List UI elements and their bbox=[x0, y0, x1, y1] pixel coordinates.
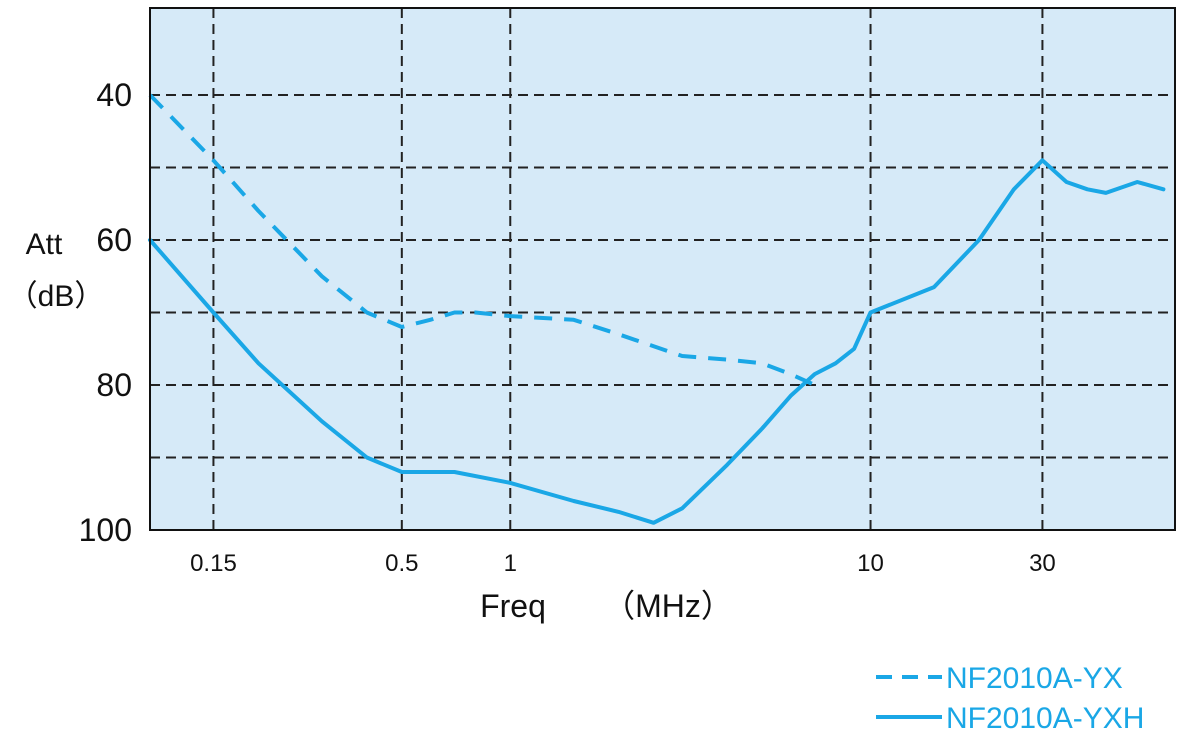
x-axis-label: Freq bbox=[480, 588, 546, 624]
tick-labels: 40 60 80 100 0.15 0.5 1 10 30 bbox=[79, 77, 1056, 577]
legend-label: NF2010A-YX bbox=[946, 662, 1123, 695]
data-lines bbox=[148, 93, 1166, 525]
grid bbox=[150, 8, 1175, 530]
plot-area bbox=[150, 8, 1175, 530]
x-tick-label: 10 bbox=[857, 550, 884, 577]
x-tick-label: 1 bbox=[504, 550, 517, 577]
y-axis-label: Att bbox=[26, 228, 63, 261]
legend-label: NF2010A-YXH bbox=[946, 702, 1144, 735]
series-line-nf2010a-yx bbox=[148, 93, 816, 387]
x-tick-label: 0.15 bbox=[190, 550, 237, 577]
series-line-nf2010a-yxh bbox=[148, 158, 1166, 525]
y-axis-unit: （dB） bbox=[8, 280, 105, 313]
x-axis-unit: （MHz） bbox=[603, 588, 733, 624]
y-tick-label: 60 bbox=[96, 222, 132, 258]
y-tick-label: 80 bbox=[96, 367, 132, 403]
plot-frame bbox=[149, 7, 1176, 531]
y-tick-label: 100 bbox=[79, 512, 132, 548]
x-tick-label: 30 bbox=[1029, 550, 1056, 577]
y-tick-label: 40 bbox=[96, 77, 132, 113]
x-tick-label: 0.5 bbox=[385, 550, 418, 577]
legend: NF2010A-YX NF2010A-YXH bbox=[876, 662, 1144, 735]
